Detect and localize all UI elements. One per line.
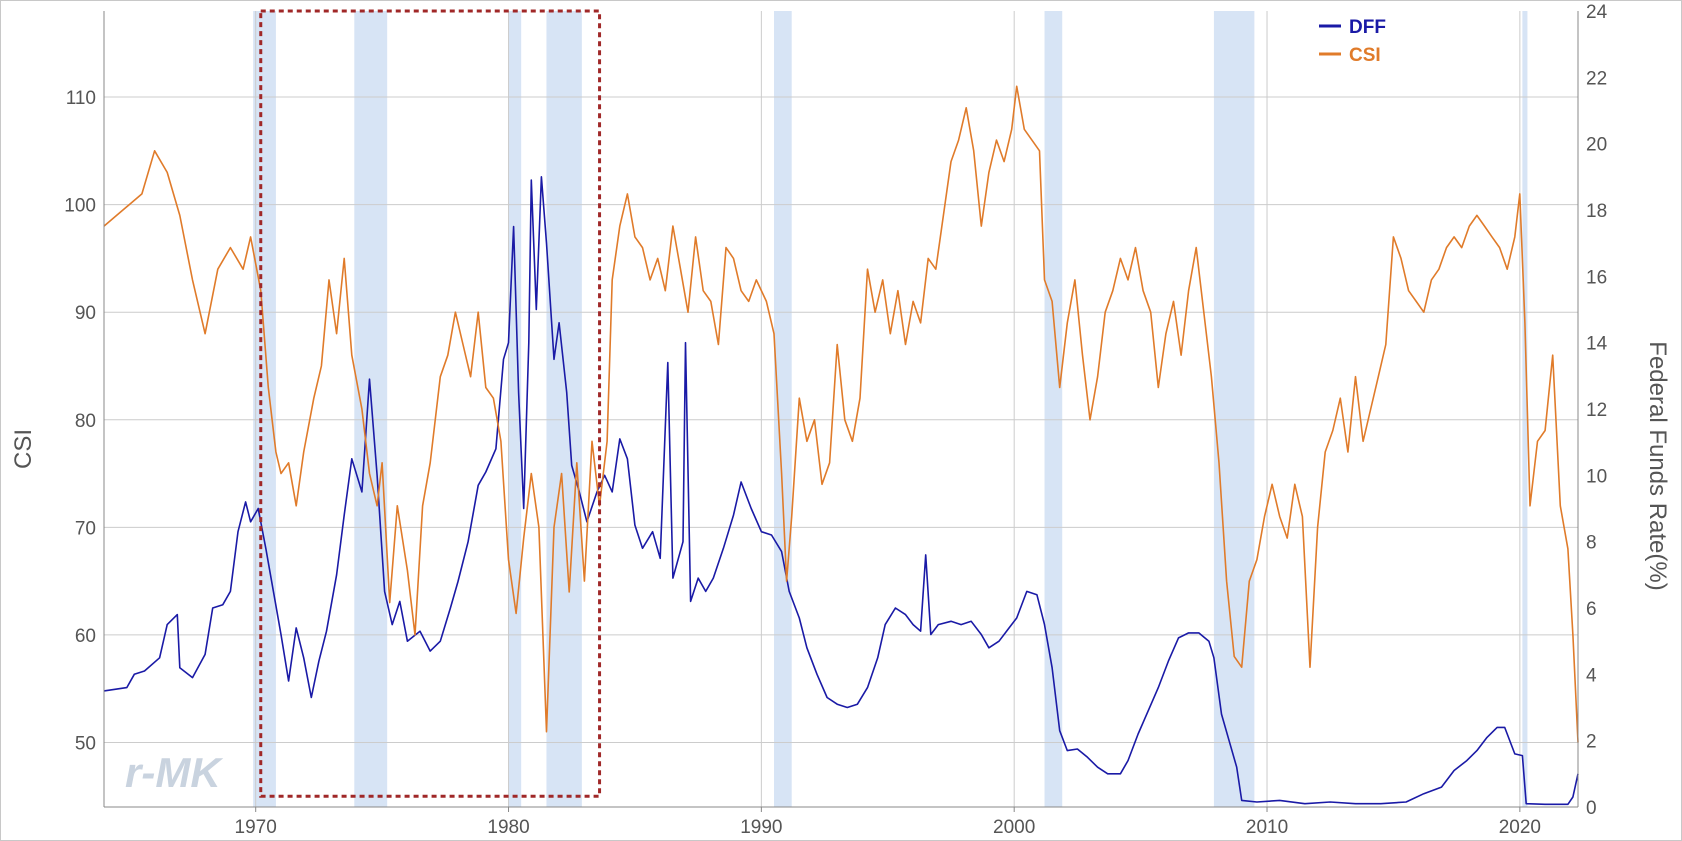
- right-tick-label: 14: [1586, 334, 1608, 355]
- right-tick-label: 18: [1586, 201, 1607, 222]
- right-tick-label: 20: [1586, 135, 1607, 156]
- right-tick-label: 2: [1586, 732, 1597, 753]
- right-tick-label: 24: [1586, 2, 1608, 23]
- legend-label-dff: DFF: [1349, 17, 1386, 38]
- recession-band: [1213, 11, 1255, 807]
- series-line-dff: [103, 176, 1579, 806]
- left-tick-label: 70: [75, 518, 96, 539]
- right-tick-label: 12: [1586, 400, 1607, 421]
- x-tick-label: 2010: [1246, 817, 1288, 838]
- x-tick-label: 1970: [235, 817, 277, 838]
- series-line-csi: [103, 85, 1579, 743]
- right-tick-label: 10: [1586, 466, 1607, 487]
- recession-band: [1044, 11, 1063, 807]
- left-axis-title: CSI: [10, 429, 37, 469]
- right-tick-label: 6: [1586, 599, 1597, 620]
- left-tick-label: 80: [75, 411, 96, 432]
- left-tick-label: 100: [64, 196, 96, 217]
- legend-label-csi: CSI: [1349, 45, 1381, 66]
- left-tick-label: 60: [75, 626, 96, 647]
- highlight-box: [259, 9, 602, 798]
- left-tick-label: 110: [66, 88, 96, 109]
- recession-band: [508, 11, 522, 807]
- left-tick-label: 90: [75, 303, 96, 324]
- right-axis-title: Federal Funds Rate(%): [1644, 341, 1671, 590]
- recession-band: [253, 11, 276, 807]
- left-tick-label: 50: [75, 733, 96, 754]
- recession-band: [774, 11, 792, 807]
- x-tick-label: 1980: [487, 817, 529, 838]
- right-tick-label: 8: [1586, 533, 1597, 554]
- right-tick-label: 16: [1586, 267, 1607, 288]
- x-tick-label: 2000: [993, 817, 1035, 838]
- x-tick-label: 1990: [740, 817, 782, 838]
- right-tick-label: 22: [1586, 68, 1607, 89]
- recession-band: [354, 11, 388, 807]
- right-tick-label: 4: [1586, 665, 1597, 686]
- x-tick-label: 2020: [1499, 817, 1541, 838]
- recession-band: [1522, 11, 1528, 807]
- watermark-logo: r-MK: [125, 749, 223, 796]
- right-tick-label: 0: [1586, 798, 1597, 819]
- recession-band: [546, 11, 582, 807]
